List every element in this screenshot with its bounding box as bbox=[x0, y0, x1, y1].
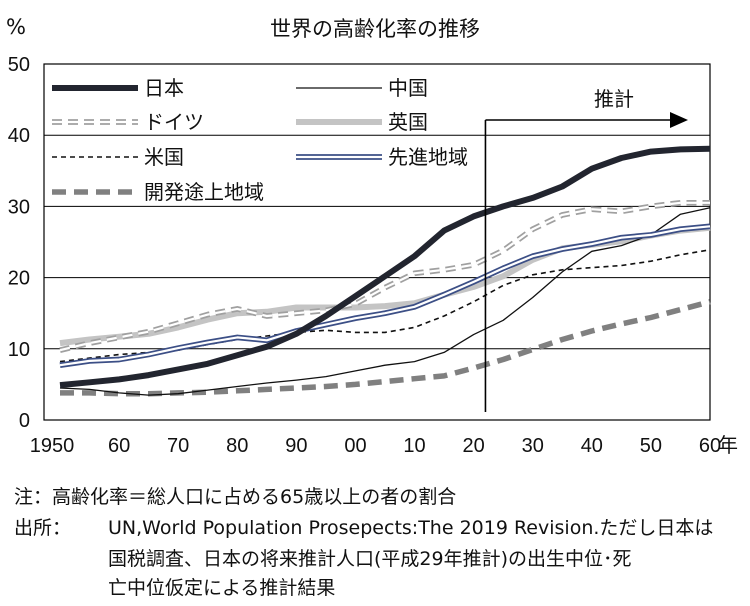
projection-arrow-head bbox=[670, 112, 688, 128]
legend-label: 米国 bbox=[144, 145, 184, 169]
source-line-1: 出所： UN,World Population Prosepects:The 20… bbox=[14, 513, 713, 540]
x-tick-label: 60 bbox=[699, 435, 721, 457]
legend-label: 英国 bbox=[388, 110, 428, 134]
source-line-2: 国税調査、日本の将来推計人口(平成29年推計)の出生中位･死 bbox=[108, 548, 632, 570]
y-axis-unit: % bbox=[6, 15, 26, 39]
note-text: 高齢化率＝総人口に占める65歳以上の者の割合 bbox=[52, 486, 457, 508]
y-tick-label: 20 bbox=[8, 268, 30, 290]
x-tick-label: 60 bbox=[108, 435, 130, 457]
legend-label: 開発途上地域 bbox=[144, 180, 264, 204]
plot-frame bbox=[43, 63, 711, 421]
x-tick-label: 40 bbox=[581, 435, 603, 457]
x-tick-label: 80 bbox=[226, 435, 248, 457]
legend-label: 先進地域 bbox=[388, 145, 468, 169]
y-tick-label: 30 bbox=[8, 196, 30, 218]
projection-label: 推計 bbox=[594, 87, 634, 111]
source-line-3: 亡中位仮定による推計結果 bbox=[108, 577, 336, 599]
legend-label: 中国 bbox=[388, 76, 428, 100]
legend-label: 日本 bbox=[144, 76, 184, 100]
x-tick-label: 70 bbox=[167, 435, 189, 457]
x-tick-label: 00 bbox=[344, 435, 366, 457]
series-line bbox=[59, 225, 711, 367]
x-tick-label: 10 bbox=[403, 435, 425, 457]
note-line: 注：高齢化率＝総人口に占める65歳以上の者の割合 bbox=[14, 482, 456, 509]
legend-label: ドイツ bbox=[144, 110, 204, 134]
y-tick-label: 0 bbox=[19, 410, 30, 432]
x-tick-label: 30 bbox=[522, 435, 544, 457]
x-tick-label: 20 bbox=[463, 435, 485, 457]
series-line bbox=[59, 145, 711, 389]
x-tick-label: 90 bbox=[285, 435, 307, 457]
series-line bbox=[59, 207, 711, 396]
source-text-1: UN,World Population Prosepects:The 2019 … bbox=[108, 517, 714, 539]
y-tick-label: 50 bbox=[8, 54, 30, 76]
y-tick-label: 10 bbox=[8, 339, 30, 361]
note-label: 注： bbox=[14, 486, 53, 508]
source-label: 出所： bbox=[14, 517, 72, 539]
y-tick-label: 40 bbox=[8, 125, 30, 147]
x-axis-unit: 年 bbox=[718, 433, 738, 457]
x-tick-label: 1950 bbox=[30, 435, 75, 457]
chart-title: 世界の高齢化率の推移 bbox=[270, 17, 480, 41]
x-tick-label: 50 bbox=[640, 435, 662, 457]
